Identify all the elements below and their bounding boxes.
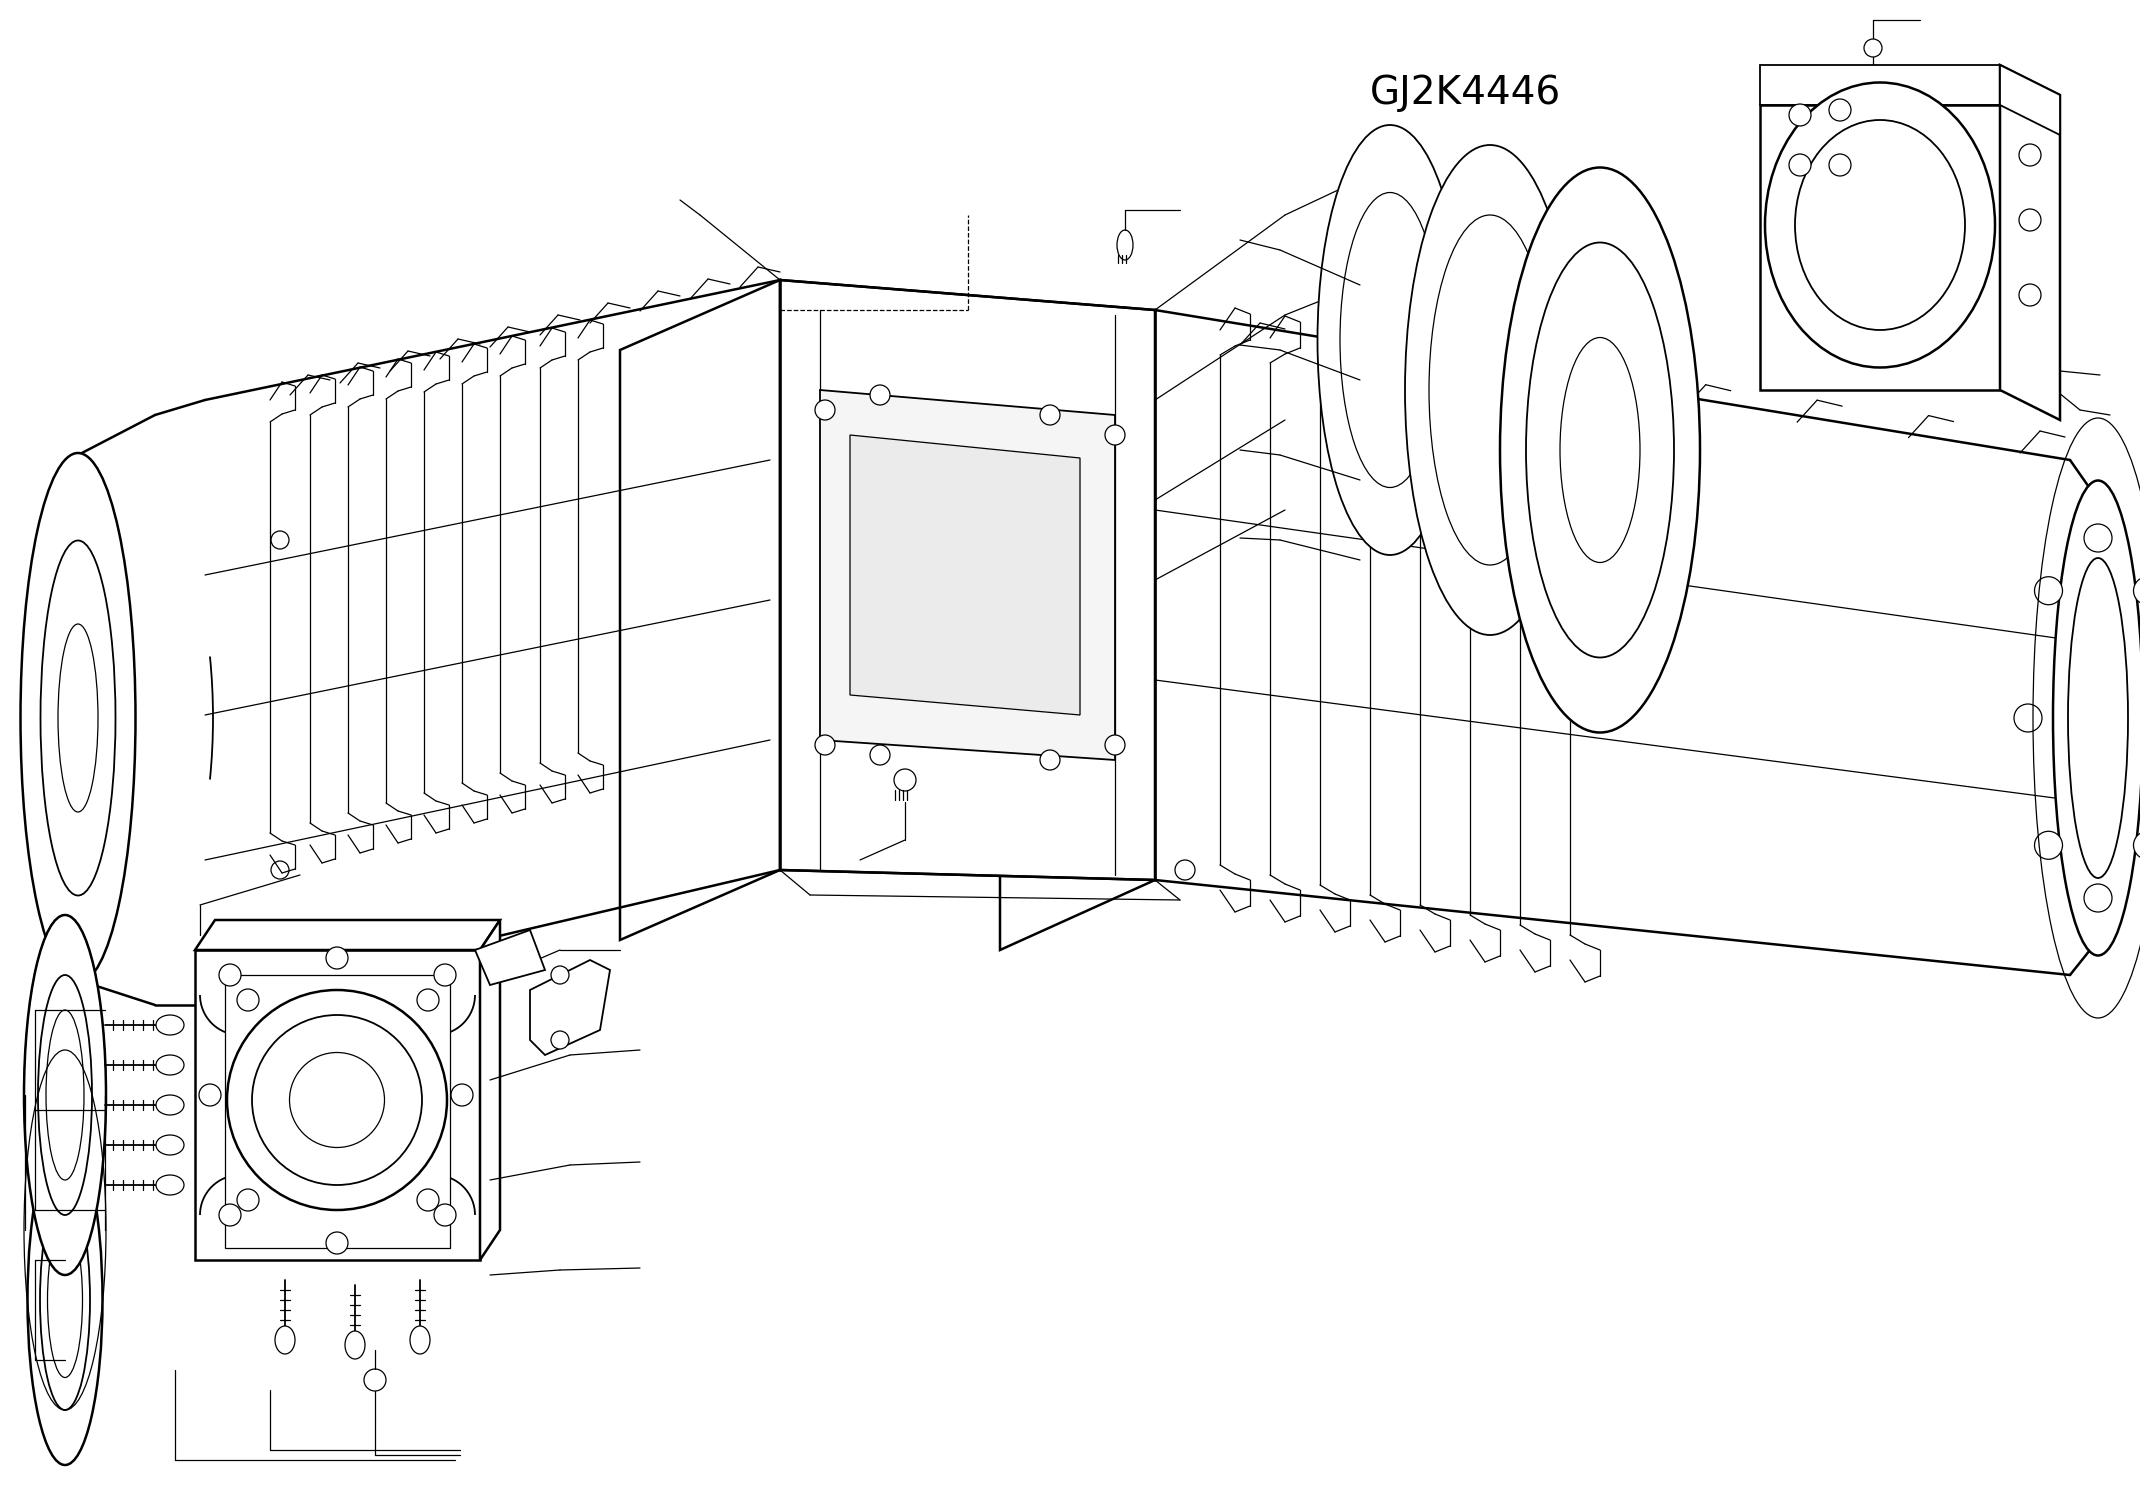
Polygon shape (195, 920, 501, 950)
Ellipse shape (156, 1014, 184, 1035)
Ellipse shape (1830, 154, 1851, 176)
Ellipse shape (1526, 242, 1673, 658)
Ellipse shape (871, 385, 890, 405)
Ellipse shape (434, 1204, 456, 1227)
Ellipse shape (272, 861, 289, 879)
Ellipse shape (1040, 405, 1059, 424)
Polygon shape (999, 310, 1156, 950)
Ellipse shape (227, 990, 447, 1210)
Ellipse shape (289, 1052, 385, 1147)
Ellipse shape (452, 1084, 473, 1106)
Ellipse shape (815, 400, 835, 420)
Ellipse shape (28, 1135, 103, 1464)
Ellipse shape (218, 965, 242, 986)
Ellipse shape (272, 531, 289, 549)
Ellipse shape (364, 1370, 385, 1391)
Ellipse shape (550, 1031, 569, 1049)
Ellipse shape (2018, 284, 2042, 306)
Ellipse shape (1040, 749, 1059, 771)
Ellipse shape (1406, 144, 1575, 635)
Ellipse shape (1789, 104, 1810, 126)
Ellipse shape (895, 769, 916, 792)
Ellipse shape (815, 734, 835, 756)
Ellipse shape (2052, 480, 2140, 956)
Polygon shape (2001, 65, 2061, 135)
Ellipse shape (1104, 424, 1126, 445)
Polygon shape (479, 920, 501, 1260)
Ellipse shape (1789, 154, 1810, 176)
Ellipse shape (417, 1189, 439, 1212)
Ellipse shape (1766, 83, 1994, 367)
Ellipse shape (238, 1189, 259, 1212)
Ellipse shape (156, 1175, 184, 1195)
Polygon shape (779, 280, 1156, 321)
Ellipse shape (41, 1190, 90, 1410)
Ellipse shape (1430, 215, 1551, 564)
Ellipse shape (1990, 345, 2009, 366)
Ellipse shape (871, 745, 890, 765)
Ellipse shape (276, 1326, 295, 1354)
Ellipse shape (345, 1330, 366, 1359)
Ellipse shape (417, 989, 439, 1011)
Ellipse shape (218, 1204, 242, 1227)
Polygon shape (475, 930, 546, 984)
Ellipse shape (550, 966, 569, 984)
Polygon shape (531, 960, 610, 1055)
Ellipse shape (58, 625, 98, 813)
Ellipse shape (2084, 524, 2112, 552)
Ellipse shape (1117, 230, 1132, 260)
Ellipse shape (2134, 831, 2140, 859)
Ellipse shape (2084, 883, 2112, 912)
Ellipse shape (2014, 704, 2042, 731)
Ellipse shape (253, 1014, 422, 1184)
Ellipse shape (1500, 167, 1699, 733)
Ellipse shape (325, 947, 349, 969)
Ellipse shape (325, 1233, 349, 1254)
Ellipse shape (39, 975, 92, 1215)
Ellipse shape (1980, 290, 2001, 310)
Ellipse shape (238, 989, 259, 1011)
Ellipse shape (24, 915, 107, 1275)
Ellipse shape (411, 1326, 430, 1354)
Ellipse shape (1340, 193, 1440, 488)
Polygon shape (820, 390, 1115, 760)
Ellipse shape (2018, 209, 2042, 230)
Text: GJ2K4446: GJ2K4446 (1370, 74, 1562, 113)
Ellipse shape (41, 540, 116, 895)
Polygon shape (621, 280, 779, 941)
Polygon shape (225, 975, 449, 1248)
Ellipse shape (47, 1222, 83, 1377)
Ellipse shape (1318, 125, 1462, 555)
Ellipse shape (2067, 558, 2127, 877)
Polygon shape (2001, 65, 2061, 420)
Ellipse shape (1864, 39, 1881, 57)
Ellipse shape (156, 1135, 184, 1154)
Ellipse shape (1830, 99, 1851, 120)
Ellipse shape (1104, 734, 1126, 756)
Polygon shape (1759, 65, 2001, 105)
Ellipse shape (2018, 144, 2042, 166)
Polygon shape (850, 435, 1081, 715)
Ellipse shape (45, 1010, 83, 1180)
Ellipse shape (434, 965, 456, 986)
Ellipse shape (156, 1055, 184, 1075)
Polygon shape (779, 280, 1156, 880)
Ellipse shape (199, 1084, 220, 1106)
Ellipse shape (2134, 576, 2140, 605)
Ellipse shape (1560, 337, 1639, 563)
Ellipse shape (1175, 859, 1194, 880)
Ellipse shape (21, 453, 135, 983)
Polygon shape (1759, 105, 2001, 390)
Ellipse shape (2012, 287, 2029, 303)
Ellipse shape (1994, 259, 2016, 278)
Polygon shape (195, 950, 479, 1260)
Ellipse shape (156, 1096, 184, 1115)
Ellipse shape (1795, 120, 1965, 330)
Ellipse shape (2035, 831, 2063, 859)
Ellipse shape (2035, 576, 2063, 605)
